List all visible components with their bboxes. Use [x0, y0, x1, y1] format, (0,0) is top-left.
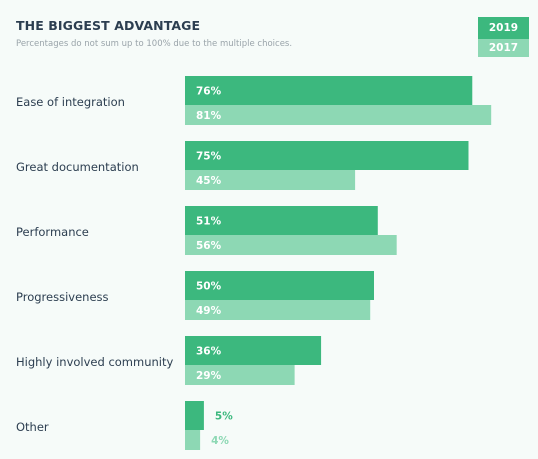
category-label: Ease of integration: [16, 95, 125, 109]
bar-value-label: 76%: [196, 86, 222, 98]
bar-2017: [185, 300, 371, 320]
chart-title: THE BIGGEST ADVANTAGE: [16, 18, 201, 33]
category-label: Progressiveness: [16, 290, 109, 304]
bar-value-label: 51%: [196, 216, 222, 228]
bar-2017: [185, 430, 201, 450]
bar-2019: [185, 401, 204, 430]
bar-2017: [185, 105, 492, 125]
category-label: Performance: [16, 225, 89, 239]
category-label: Great documentation: [16, 160, 139, 174]
category-label: Other: [16, 420, 49, 434]
legend-item-2017: 2017: [478, 39, 529, 57]
bar-2019: [185, 336, 322, 365]
bar-value-label: 36%: [196, 346, 222, 358]
bar-value-label: 81%: [196, 110, 222, 122]
bar-value-label: 56%: [196, 240, 222, 252]
bar-2019: [185, 271, 374, 300]
bar-2017: [185, 365, 295, 385]
category-label: Highly involved community: [16, 355, 173, 369]
bar-2019: [185, 206, 378, 235]
legend-item-2019: 2019: [478, 17, 529, 39]
legend: 2019 2017: [478, 17, 529, 57]
bar-value-label: 50%: [196, 281, 222, 293]
chart-subtitle: Percentages do not sum up to 100% due to…: [16, 39, 293, 49]
bar-value-label: 29%: [196, 370, 222, 382]
bar-2019: [185, 76, 473, 105]
bar-value-label: 4%: [211, 435, 229, 447]
bar-2017: [185, 235, 397, 255]
bar-value-label: 5%: [215, 411, 233, 423]
bar-value-label: 45%: [196, 175, 222, 187]
bar-value-label: 49%: [196, 305, 222, 317]
bar-2017: [185, 170, 356, 190]
bar-value-label: 75%: [196, 151, 222, 163]
bar-2019: [185, 141, 469, 170]
